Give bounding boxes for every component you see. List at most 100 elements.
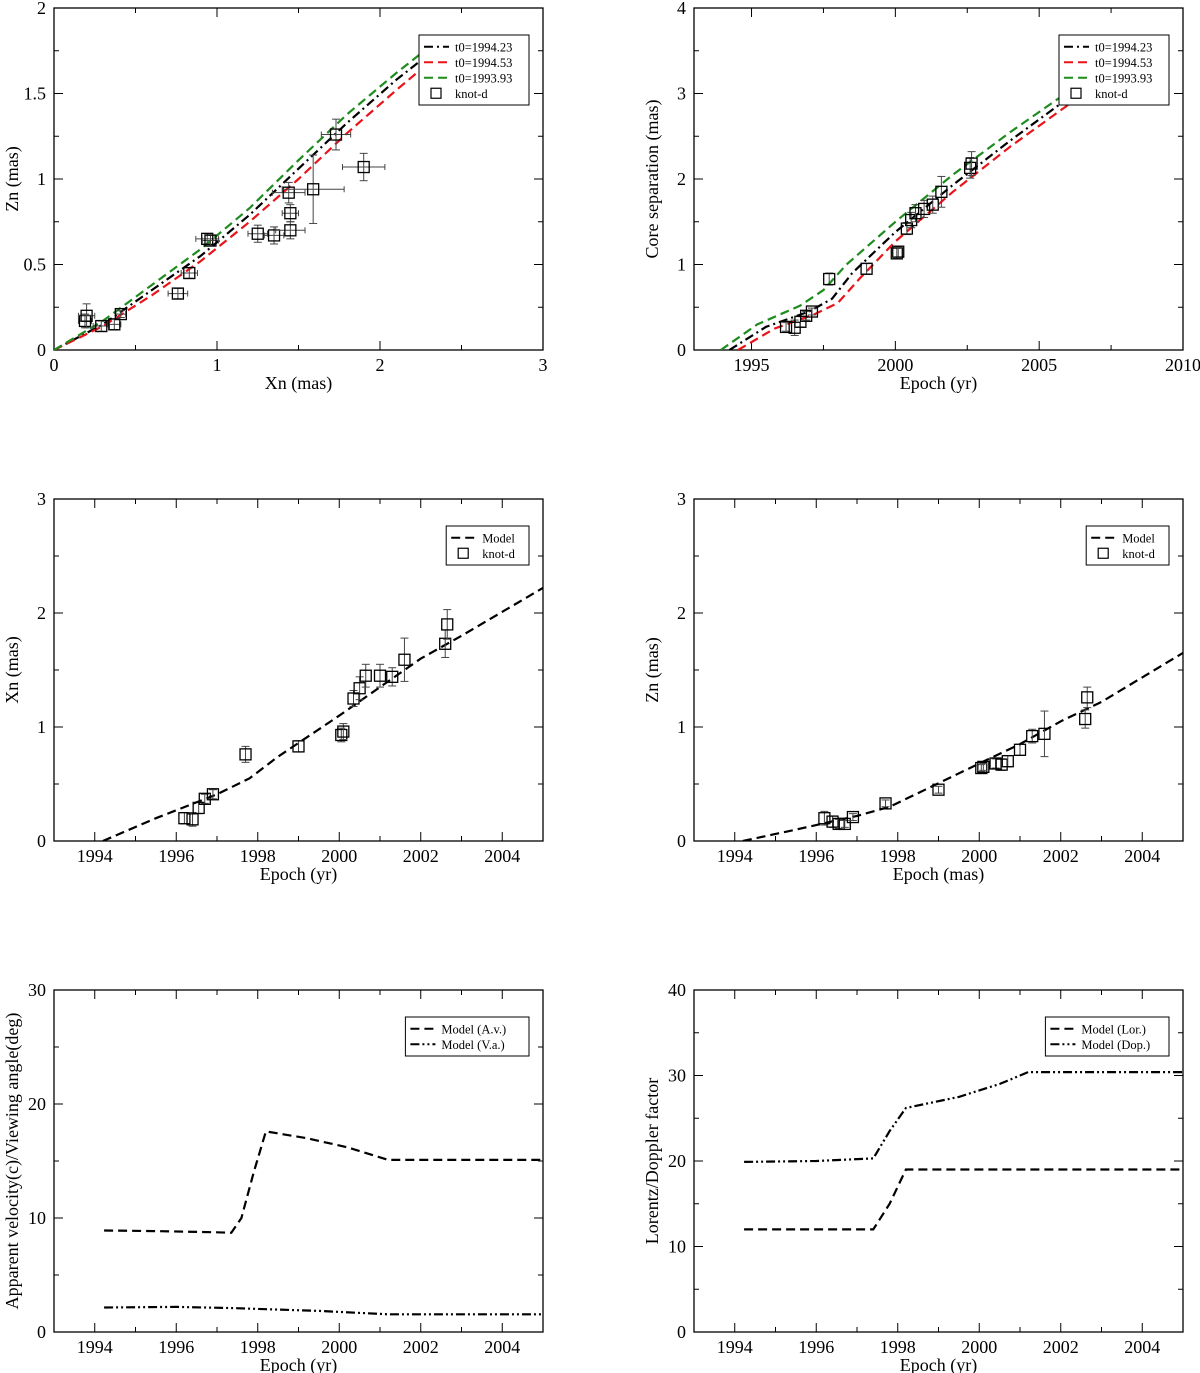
x-tick-label: 1994 <box>77 1337 113 1357</box>
y-tick-label: 20 <box>668 1151 686 1171</box>
series-line <box>104 1305 543 1316</box>
chart-panel-p3: 1994 1996 1998 2000 2002 2004 0 1 2 3 Epoch (yr) Xn… <box>2 489 544 885</box>
y-axis-label: Xn (mas) <box>2 636 23 703</box>
data-point-square <box>818 812 831 825</box>
x-tick-label: 2004 <box>1124 1337 1160 1357</box>
legend: Model knot-d <box>1085 525 1170 566</box>
data-point-square <box>171 287 185 300</box>
y-tick-label: 1 <box>37 169 46 189</box>
data-point-square <box>373 669 387 682</box>
x-tick-label: 2002 <box>1043 846 1079 866</box>
y-tick-label: 30 <box>28 980 46 1000</box>
legend-box <box>404 1016 530 1057</box>
legend-label: t0=1994.53 <box>455 56 512 70</box>
plot-area <box>54 46 430 350</box>
y-tick-label: 2 <box>37 0 46 18</box>
x-tick-label: 2010 <box>1165 355 1200 375</box>
y-axis-label: Zn (mas) <box>2 146 23 211</box>
series-line <box>54 61 430 350</box>
x-tick-label: 2004 <box>484 1337 520 1357</box>
y-axis-label: Apparent velocity(c)/Viewing angle(deg) <box>2 1013 23 1310</box>
x-tick-label: 3 <box>539 355 548 375</box>
x-tick-label: 1996 <box>798 846 834 866</box>
y-tick-label: 3 <box>677 489 686 509</box>
data-point-square <box>307 183 320 196</box>
legend-label: Model <box>482 531 515 545</box>
chart-panel-p5: 1994 1996 1998 2000 2002 2004 0 10 20 30 Epoch (yr… <box>2 980 544 1373</box>
legend-label: knot-d <box>1095 87 1128 101</box>
legend-label: Model (Dop.) <box>1081 1038 1150 1052</box>
data-point-square <box>251 227 264 240</box>
x-tick-label: 1996 <box>798 1337 834 1357</box>
x-tick-label: 1996 <box>158 846 194 866</box>
data-point-square <box>1081 691 1094 704</box>
x-tick-label: 2000 <box>321 846 357 866</box>
x-tick-label: 2002 <box>403 1337 439 1357</box>
x-tick-label: 1 <box>213 355 222 375</box>
x-tick-label: 1998 <box>880 1337 916 1357</box>
data-point-square <box>900 222 914 235</box>
data-point-square <box>890 247 903 260</box>
legend-label: t0=1993.93 <box>455 71 512 85</box>
data-point-square <box>963 161 977 175</box>
data-point-square <box>353 682 366 695</box>
x-tick-label: 1994 <box>77 846 113 866</box>
legend-swatch-square <box>1097 547 1109 559</box>
data-point-square <box>846 810 860 824</box>
legend-swatch-square <box>430 87 442 99</box>
data-point-square <box>204 234 217 247</box>
legend: Model (Lor.) Model (Dop.) <box>1044 1016 1170 1057</box>
data-point-square <box>284 207 297 220</box>
series-line <box>54 53 430 350</box>
x-tick-label: 2002 <box>1043 1337 1079 1357</box>
data-point-square <box>935 185 948 198</box>
data-point-square <box>892 245 905 258</box>
data-point-square <box>386 670 399 683</box>
legend-label: t0=1993.93 <box>1095 71 1152 85</box>
x-tick-label: 1995 <box>734 355 770 375</box>
data-point-square <box>201 232 214 246</box>
data-point-square <box>359 669 372 682</box>
data-point-square <box>441 618 454 631</box>
legend-swatch-square <box>457 547 469 559</box>
y-tick-label: 1 <box>677 717 686 737</box>
legend: Model knot-d <box>445 525 530 566</box>
y-tick-label: 4 <box>677 0 686 18</box>
data-point-square <box>206 788 220 801</box>
x-tick-label: 1996 <box>158 1337 194 1357</box>
x-tick-label: 2 <box>376 355 385 375</box>
x-axis-label: Xn (mas) <box>265 373 332 394</box>
x-axis-label: Epoch (yr) <box>900 1355 977 1373</box>
legend: Model (A.v.) Model (V.a.) <box>404 1016 530 1057</box>
data-point-square <box>178 812 191 825</box>
data-point-square <box>779 320 793 334</box>
y-tick-label: 2 <box>677 603 686 623</box>
x-axis-label: Epoch (yr) <box>900 373 977 394</box>
series-line <box>54 46 430 350</box>
data-point-square <box>1079 712 1092 726</box>
y-tick-label: 0.5 <box>24 255 47 275</box>
legend-label: Model (Lor.) <box>1081 1022 1146 1036</box>
series-line <box>720 83 1079 350</box>
series-line <box>728 85 1085 350</box>
data-point-square <box>398 653 411 666</box>
data-point-square <box>282 186 295 199</box>
plot-area <box>104 1130 543 1316</box>
data-point-square <box>329 128 343 141</box>
data-point-square <box>860 262 873 275</box>
data-point-square <box>838 817 851 831</box>
data-point-square <box>95 319 108 333</box>
data-point-square <box>108 318 121 331</box>
series-line <box>744 1071 1183 1163</box>
data-point-square <box>977 760 990 774</box>
series-line <box>104 1130 543 1234</box>
x-tick-label: 2005 <box>1021 355 1057 375</box>
plot-area <box>742 651 1183 841</box>
data-point-square <box>917 202 931 216</box>
legend-label: knot-d <box>455 87 488 101</box>
y-tick-label: 0 <box>37 1322 46 1342</box>
data-point-square <box>805 305 819 318</box>
